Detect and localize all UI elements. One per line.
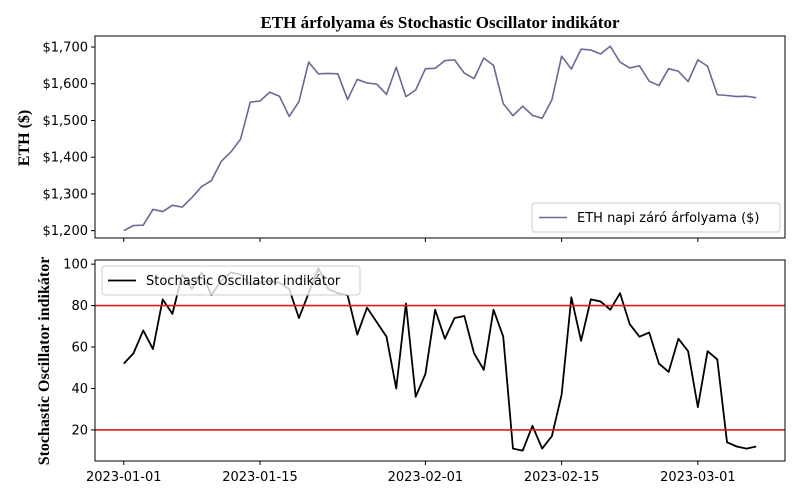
price-series-line	[123, 45, 757, 232]
oscillator-legend-label: Stochastic Oscillator indikátor	[146, 274, 341, 289]
price-legend: ETH napi záró árfolyama ($)	[531, 202, 781, 233]
oscillator-plot-frame	[94, 259, 786, 462]
oscillator-y-ticks: 20 40 60 80 100	[63, 258, 95, 438]
oscillator-threshold-lines	[95, 304, 785, 431]
oscillator-legend-box	[101, 265, 361, 296]
oscillator-x-tick-label: 2023-01-15	[222, 470, 298, 485]
price-y-tick-label: $1,200	[43, 224, 89, 239]
price-x-ticks	[123, 238, 699, 242]
oscillator-x-tick-label: 2023-03-01	[660, 470, 736, 485]
price-y-ticks: $1,200 $1,300 $1,400 $1,500 $1,600 $1,700	[43, 41, 95, 239]
price-y-tick-label: $1,400	[43, 151, 89, 166]
price-plot-frame	[94, 35, 786, 239]
price-y-tick-label: $1,700	[43, 41, 89, 56]
oscillator-panel: Stochastic Oscillator indikátor 20 40 60 80…	[36, 257, 786, 485]
chart-title: ETH árfolyama és Stochastic Oscillator i…	[260, 13, 619, 32]
oscillator-x-ticks: 2023-01-01 2023-01-15 2023-02-01 2023-02-15…	[86, 461, 736, 485]
price-y-tick-label: $1,300	[43, 187, 89, 202]
oscillator-y-tick-label: 80	[71, 299, 88, 314]
price-legend-label: ETH napi záró árfolyama ($)	[577, 211, 760, 226]
price-panel: ETH ($) $1,200$1,300$1,400$1,500$1,600$1…	[16, 35, 786, 242]
price-y-tick-label: $1,500	[43, 114, 89, 129]
oscillator-y-tick-label: 40	[71, 382, 88, 397]
oscillator-y-tick-label: 20	[71, 423, 88, 438]
oscillator-x-tick-label: 2023-01-01	[86, 470, 162, 485]
price-y-tick-label: $1,600	[43, 77, 89, 92]
oscillator-y-axis-label: Stochastic Oscillator indikátor	[36, 257, 53, 466]
price-y-axis-label: ETH ($)	[16, 110, 33, 166]
oscillator-legend: Stochastic Oscillator indikátor	[101, 265, 361, 296]
oscillator-y-tick-label: 100	[63, 258, 88, 273]
oscillator-y-tick-label: 60	[71, 341, 88, 356]
oscillator-x-tick-label: 2023-02-15	[524, 470, 600, 485]
price-legend-box	[531, 202, 781, 233]
oscillator-x-tick-label: 2023-02-01	[388, 470, 464, 485]
